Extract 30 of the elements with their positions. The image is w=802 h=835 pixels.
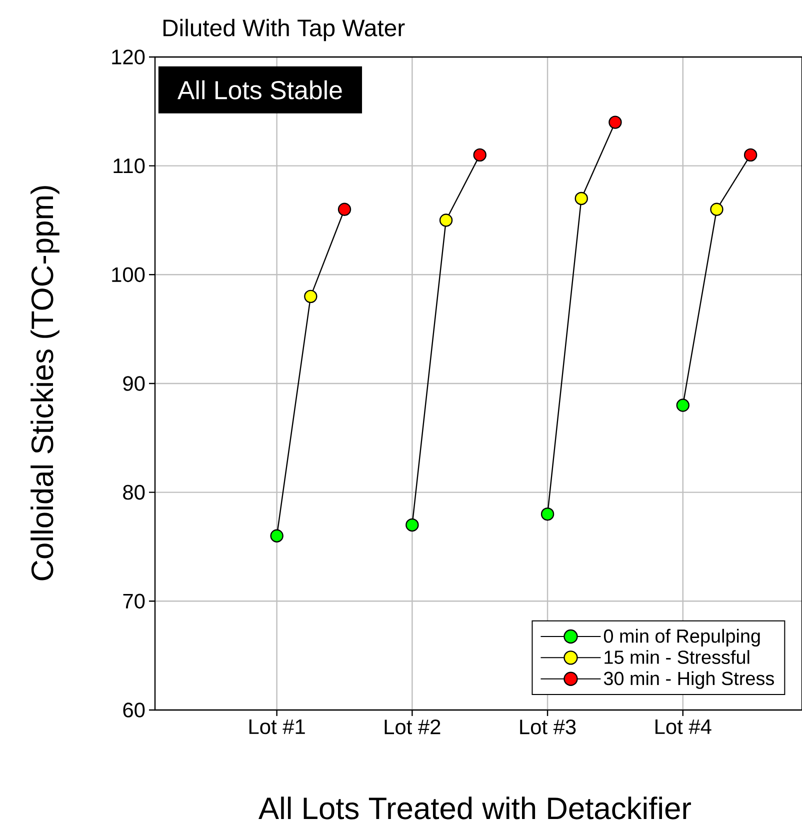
y-axis-title: Colloidal Stickies (TOC-ppm) (30, 186, 60, 580)
legend-label: 0 min of Repulping (604, 628, 760, 647)
point (574, 192, 588, 206)
annotation: All Lots Stable (177, 80, 342, 100)
x-tick-label: Lot #2 (384, 720, 440, 734)
point (338, 202, 352, 216)
point (439, 214, 453, 227)
legend-label: 15 min - Stressful (604, 650, 750, 664)
legend-label: 30 min - High Stress (604, 671, 774, 689)
x-tick-label: Lot #3 (520, 720, 576, 734)
y-tick-label: 60 (123, 702, 145, 718)
y-tick-label: 70 (123, 594, 145, 609)
point (744, 148, 758, 162)
point (676, 398, 690, 412)
y-tick-label: 110 (114, 158, 145, 174)
x-axis-title: All Lots Treated with Detackifier (258, 796, 691, 820)
point (406, 518, 419, 532)
y-tick-label: 100 (112, 267, 145, 282)
point (270, 529, 284, 542)
x-tick-label: Lot #4 (656, 720, 712, 734)
y-tick-label: 90 (123, 376, 145, 391)
y-tick-label: 120 (112, 50, 145, 64)
point (540, 507, 554, 521)
y-tick-label: 80 (123, 484, 145, 500)
point (473, 148, 486, 162)
point (304, 290, 318, 304)
point (608, 116, 622, 129)
chart-title: Diluted With Tap Water (163, 18, 405, 42)
point (710, 202, 724, 216)
x-tick-label: Lot #1 (249, 720, 305, 734)
